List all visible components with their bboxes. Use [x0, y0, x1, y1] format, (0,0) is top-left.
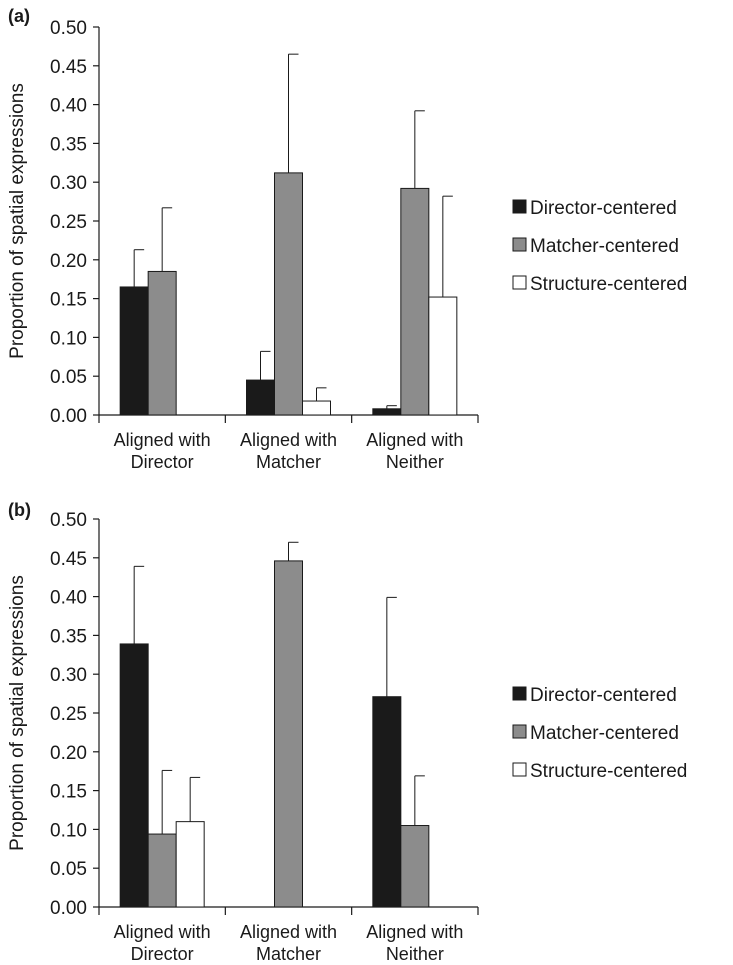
category-label: Aligned with — [240, 430, 337, 450]
legend-swatch — [512, 762, 527, 777]
bar — [400, 187, 430, 416]
category-label: Director — [131, 452, 194, 472]
bar — [175, 821, 205, 908]
y-tick-label: 0.05 — [50, 859, 87, 880]
y-tick-label: 0.35 — [50, 626, 87, 647]
bar — [274, 172, 303, 416]
y-tick-label: 0.45 — [50, 549, 87, 570]
bar — [428, 296, 458, 416]
category-label: Matcher — [256, 944, 321, 964]
y-tick-label: 0.40 — [50, 96, 87, 117]
y-tick-label: 0.10 — [50, 820, 87, 841]
category-label: Aligned with — [366, 922, 463, 942]
y-axis-label: Proportion of spatial expressions — [7, 575, 28, 851]
bar — [119, 643, 149, 908]
bar — [246, 379, 275, 416]
legend-swatch — [512, 275, 527, 290]
bar — [400, 825, 430, 908]
y-tick-label: 0.50 — [50, 18, 87, 39]
legend-swatch — [512, 724, 527, 739]
bar — [119, 286, 149, 416]
legend-label: Director-centered — [530, 198, 677, 219]
category-label: Matcher — [256, 452, 321, 472]
bar — [372, 696, 402, 908]
y-tick-label: 0.40 — [50, 588, 87, 609]
category-label: Neither — [386, 452, 444, 472]
panel-label: (b) — [8, 500, 31, 520]
bar — [372, 408, 402, 416]
category-label: Neither — [386, 944, 444, 964]
category-label: Aligned with — [366, 430, 463, 450]
legend-label: Matcher-centered — [530, 723, 679, 744]
legend-label: Structure-centered — [530, 761, 687, 782]
y-tick-label: 0.50 — [50, 510, 87, 531]
category-label: Aligned with — [114, 430, 211, 450]
chart-panel-a: (a) Proportion of spatial expressions 0.00… — [0, 0, 733, 480]
bar — [147, 270, 177, 416]
legend-label: Director-centered — [530, 685, 677, 706]
y-axis-label: Proportion of spatial expressions — [7, 83, 28, 359]
y-tick-label: 0.05 — [50, 367, 87, 388]
y-tick-label: 0.30 — [50, 173, 87, 194]
panel-label: (a) — [8, 6, 30, 26]
y-tick-label: 0.30 — [50, 665, 87, 686]
category-label: Aligned with — [114, 922, 211, 942]
legend-label: Structure-centered — [530, 274, 687, 295]
y-tick-label: 0.35 — [50, 134, 87, 155]
y-tick-label: 0.00 — [50, 898, 87, 919]
chart-panel-b: (b) Proportion of spatial expressions 0.00… — [0, 480, 733, 965]
y-tick-label: 0.20 — [50, 251, 87, 272]
y-tick-label: 0.15 — [50, 290, 87, 311]
legend-swatch — [512, 686, 527, 701]
legend-label: Matcher-centered — [530, 236, 679, 257]
y-tick-label: 0.20 — [50, 743, 87, 764]
bar — [147, 833, 177, 908]
chart-svg-a: (a) Proportion of spatial expressions 0.00… — [7, 6, 687, 472]
category-label: Aligned with — [240, 922, 337, 942]
legend-swatch — [512, 237, 527, 252]
y-tick-label: 0.15 — [50, 782, 87, 803]
y-tick-label: 0.25 — [50, 212, 87, 233]
legend-swatch — [512, 199, 527, 214]
category-label: Director — [131, 944, 194, 964]
y-tick-label: 0.10 — [50, 328, 87, 349]
y-tick-label: 0.25 — [50, 704, 87, 725]
y-tick-label: 0.00 — [50, 406, 87, 427]
bar — [274, 560, 303, 908]
chart-svg-b: (b) Proportion of spatial expressions 0.00… — [7, 500, 687, 964]
bar — [302, 400, 331, 416]
y-tick-label: 0.45 — [50, 57, 87, 78]
